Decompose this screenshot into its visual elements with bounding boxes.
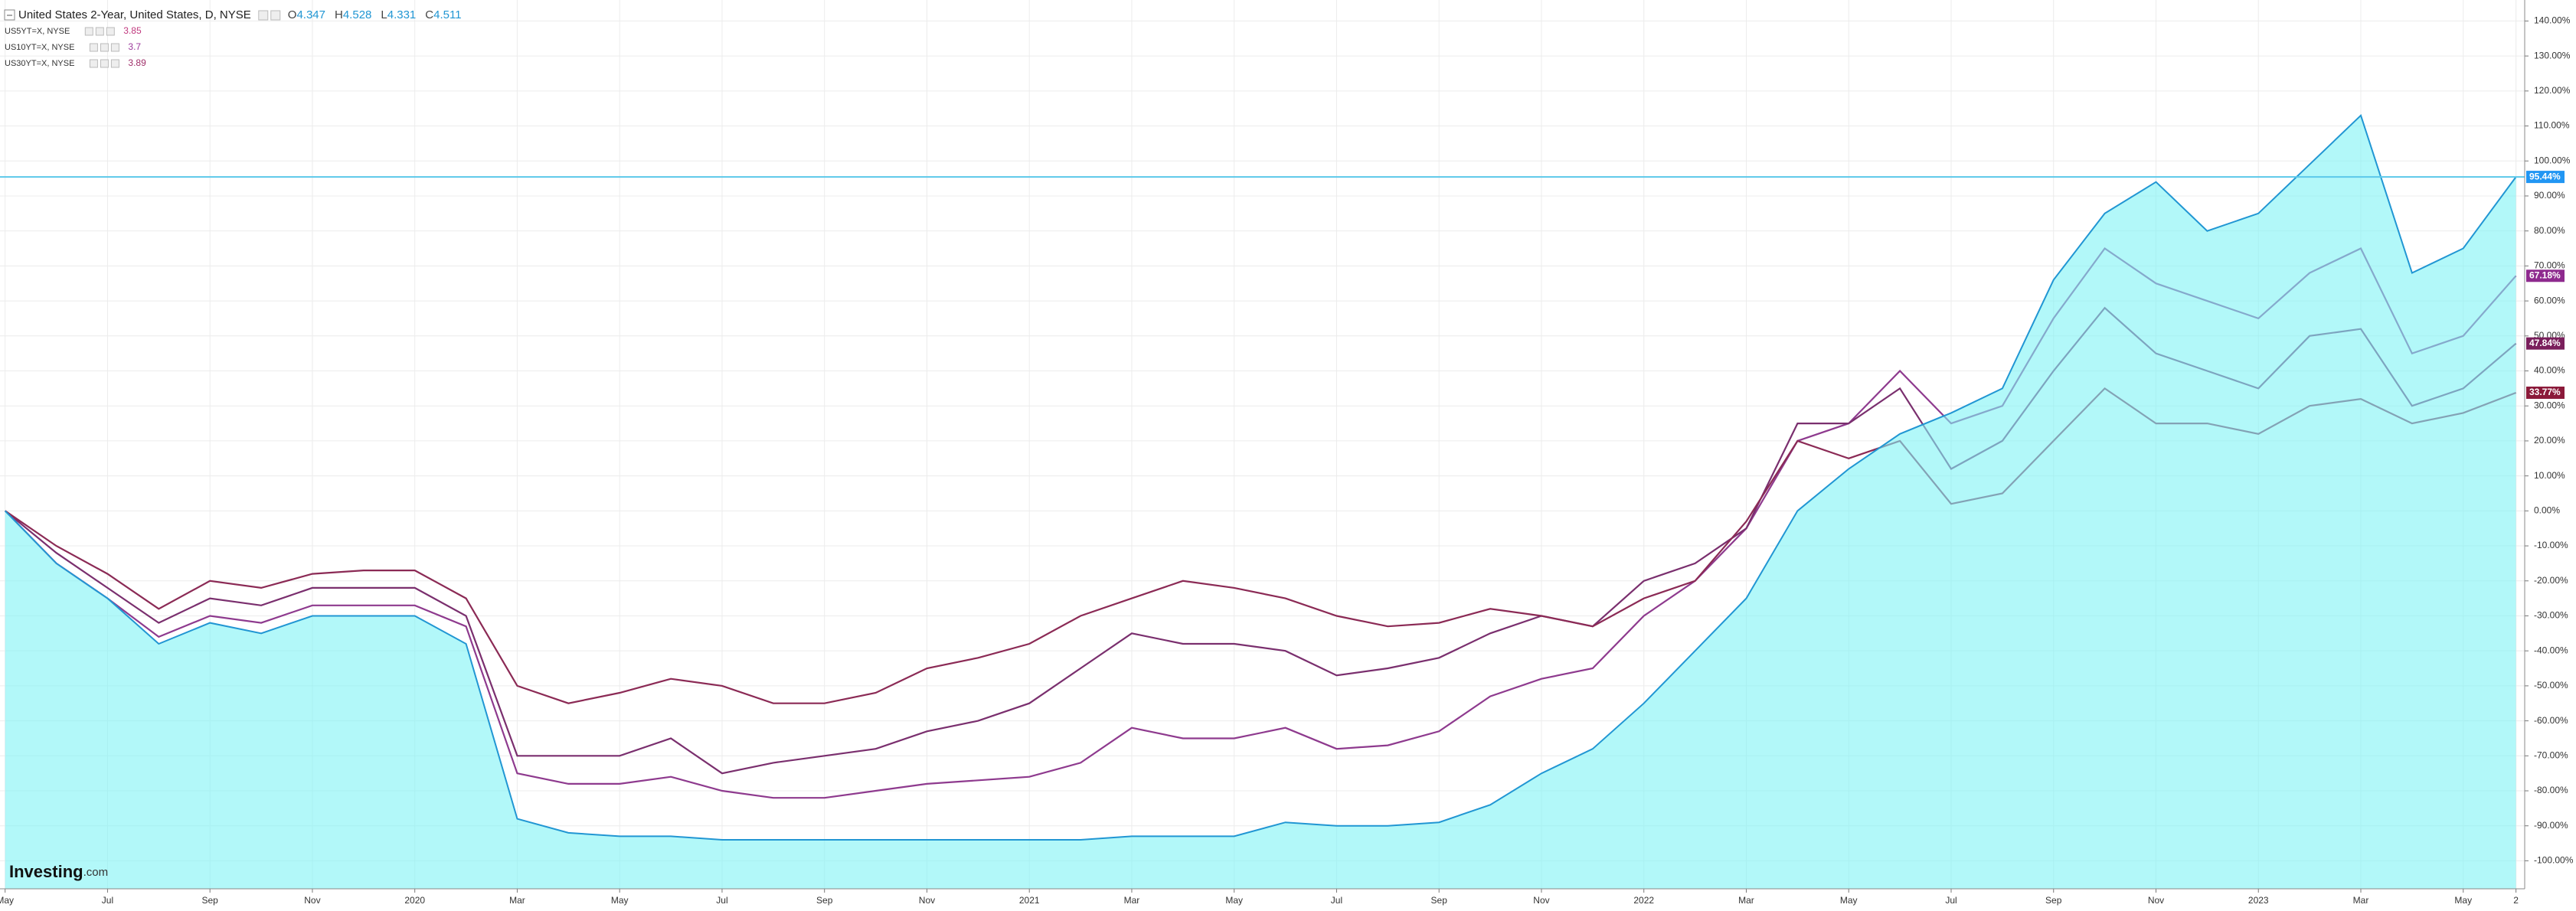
x-tick-label: May xyxy=(2454,895,2472,906)
y-tick-label: -10.00% xyxy=(2534,540,2568,550)
x-tick-label: May xyxy=(611,895,629,906)
ohlc-value: 4.528 xyxy=(343,8,372,21)
y-tick-label: -40.00% xyxy=(2534,645,2568,655)
x-tick-label: Sep xyxy=(2045,895,2062,906)
x-tick-label: 2022 xyxy=(1633,895,1654,906)
y-tick-label: 140.00% xyxy=(2534,15,2571,26)
legend-button[interactable] xyxy=(100,43,109,52)
y-tick-label: -70.00% xyxy=(2534,749,2568,760)
x-tick-label: Jul xyxy=(102,895,113,906)
x-tick-label: May xyxy=(1840,895,1858,906)
y-tick-label: 60.00% xyxy=(2534,295,2565,305)
y-tick-label: -30.00% xyxy=(2534,610,2568,621)
x-tick-label: Mar xyxy=(1738,895,1754,906)
x-tick-label: Mar xyxy=(509,895,525,906)
x-tick-label: May xyxy=(0,895,14,906)
x-tick-label: 2021 xyxy=(1019,895,1040,906)
ohlc-value: 4.331 xyxy=(387,8,417,21)
legend-button[interactable] xyxy=(110,43,119,52)
series-line xyxy=(4,113,2517,841)
watermark: Investing.com xyxy=(9,862,108,881)
y-tick-label: -90.00% xyxy=(2534,820,2568,831)
y-tick-label: 110.00% xyxy=(2534,120,2570,131)
last-value-label: 95.44% xyxy=(2529,171,2561,181)
x-tick-label: Sep xyxy=(816,895,833,906)
legend-button[interactable] xyxy=(89,59,98,68)
y-tick-label: -60.00% xyxy=(2534,715,2568,726)
legend-price: 3.89 xyxy=(128,57,146,68)
x-tick-label: Jul xyxy=(1331,895,1342,906)
x-tick-label: Nov xyxy=(304,895,320,906)
x-tick-label: Mar xyxy=(1124,895,1140,906)
y-tick-label: 120.00% xyxy=(2534,85,2571,96)
legend-label: United States 2-Year, United States, D, … xyxy=(18,8,251,21)
ohlc-key: L xyxy=(381,8,387,21)
y-tick-label: 20.00% xyxy=(2534,435,2565,446)
x-tick-label: Jul xyxy=(716,895,727,906)
legend-button[interactable] xyxy=(258,10,269,21)
y-tick-label: 0.00% xyxy=(2534,505,2560,516)
last-value-box xyxy=(2526,337,2565,350)
legend-label: US5YT=X, NYSE xyxy=(5,27,70,36)
y-tick-label: 130.00% xyxy=(2534,50,2571,60)
legend-label: US10YT=X, NYSE xyxy=(5,43,74,52)
legend-button[interactable] xyxy=(95,27,104,36)
y-tick-label: 100.00% xyxy=(2534,155,2571,165)
ohlc-value: 4.347 xyxy=(296,8,325,21)
ohlc-key: H xyxy=(335,8,343,21)
x-tick-label: 2023 xyxy=(2248,895,2269,906)
legend-button[interactable] xyxy=(100,59,109,68)
x-tick-label: 2020 xyxy=(404,895,425,906)
last-value-label: 33.77% xyxy=(2529,387,2561,397)
y-tick-label: 90.00% xyxy=(2534,190,2565,201)
watermark-suffix: .com xyxy=(83,866,109,879)
legend: United States 2-Year, United States, D, … xyxy=(4,8,462,68)
y-tick-label: 10.00% xyxy=(2534,470,2565,481)
x-tick-label: May xyxy=(1225,895,1243,906)
legend-label: US30YT=X, NYSE xyxy=(5,59,74,68)
ohlc-value: 4.511 xyxy=(433,8,461,21)
legend-button[interactable] xyxy=(270,10,281,21)
y-tick-label: -50.00% xyxy=(2534,680,2568,691)
last-value-box xyxy=(2526,171,2565,184)
legend-button[interactable] xyxy=(84,27,93,36)
last-value-box xyxy=(2526,269,2565,282)
y-tick-label: -80.00% xyxy=(2534,785,2568,795)
legend-price: 3.7 xyxy=(128,41,141,52)
x-tick-label: Sep xyxy=(202,895,219,906)
area-fill xyxy=(5,115,2516,890)
x-tick-label: 2 xyxy=(2513,895,2519,906)
legend-button[interactable] xyxy=(110,59,119,68)
ohlc-key: O xyxy=(288,8,297,21)
x-tick-label: Nov xyxy=(2148,895,2164,906)
y-tick-label: 80.00% xyxy=(2534,225,2565,236)
y-tick-label: 70.00% xyxy=(2534,260,2565,271)
y-tick-label: 40.00% xyxy=(2534,365,2565,376)
x-tick-label: Mar xyxy=(2353,895,2369,906)
legend-price: 3.85 xyxy=(123,25,142,36)
legend-button[interactable] xyxy=(106,27,115,36)
ohlc-key: C xyxy=(425,8,433,21)
y-tick-label: -100.00% xyxy=(2534,855,2574,866)
watermark-main: Investing xyxy=(9,862,83,881)
plot-area xyxy=(0,113,2525,890)
x-tick-label: Sep xyxy=(1431,895,1448,906)
y-tick-label: -20.00% xyxy=(2534,575,2568,586)
last-value-label: 47.84% xyxy=(2529,338,2561,348)
x-tick-label: Nov xyxy=(1533,895,1549,906)
x-tick-label: Jul xyxy=(1945,895,1957,906)
last-value-label: 67.18% xyxy=(2529,269,2561,280)
y-tick-label: 30.00% xyxy=(2534,400,2565,410)
legend-button[interactable] xyxy=(89,43,98,52)
x-tick-label: Nov xyxy=(919,895,935,906)
last-value-box xyxy=(2526,386,2565,399)
